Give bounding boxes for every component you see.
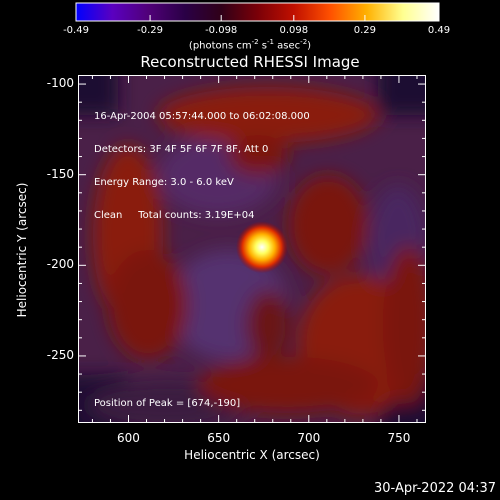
colorbar-tick-label: 0.098 xyxy=(279,25,309,36)
info-line-detectors: Detectors: 3F 4F 5F 6F 7F 8F, Att 0 xyxy=(94,144,269,155)
x-axis-label: Heliocentric X (arcsec) xyxy=(184,448,320,462)
colorbar-tick-label: -0.49 xyxy=(63,25,89,36)
x-tick-label: 600 xyxy=(117,431,140,445)
colorbar-gradient xyxy=(75,2,440,22)
plot-area xyxy=(78,75,426,423)
y-tick-label: -200 xyxy=(46,257,74,272)
info-line-time: 16-Apr-2004 05:57:44.000 to 06:02:08.000 xyxy=(94,111,310,122)
colorbar-tick-label: 0.29 xyxy=(353,25,377,36)
colorbar-tick-label: 0.49 xyxy=(427,25,451,36)
colorbar-unit-label: (photons cm-2 s-1 asec-2) xyxy=(188,38,312,52)
x-ticks xyxy=(91,75,418,423)
chart-title: Reconstructed RHESSI Image xyxy=(140,53,360,71)
colorbar-tick-label: -0.098 xyxy=(205,25,238,36)
plot-frame xyxy=(78,75,426,423)
peak-position-label: Position of Peak = [674,-190] xyxy=(94,398,241,409)
peak-source xyxy=(235,221,288,274)
y-tick-label: -150 xyxy=(46,166,74,181)
colorbar-tick-label: -0.29 xyxy=(137,25,164,36)
colorbar-ticks xyxy=(75,15,440,21)
footer-timestamp: 30-Apr-2022 04:37 xyxy=(374,481,496,496)
y-tick-label: -250 xyxy=(46,347,74,362)
y-axis-label: Heliocentric Y (arcsec) xyxy=(15,182,29,318)
info-text: 16-Apr-2004 05:57:44.000 to 06:02:08.000… xyxy=(94,89,310,232)
info-line-energy: Energy Range: 3.0 - 6.0 keV xyxy=(94,177,234,188)
x-tick-label: 700 xyxy=(297,431,321,445)
y-tick-label: -100 xyxy=(46,76,74,91)
x-tick-label: 650 xyxy=(207,431,231,445)
y-ticks xyxy=(78,83,426,411)
colorbar xyxy=(75,2,440,22)
heatmap-structure xyxy=(78,75,426,423)
x-tick-label: 750 xyxy=(387,431,411,445)
info-line-clean: Clean Total counts: 3.19E+04 xyxy=(94,210,255,221)
